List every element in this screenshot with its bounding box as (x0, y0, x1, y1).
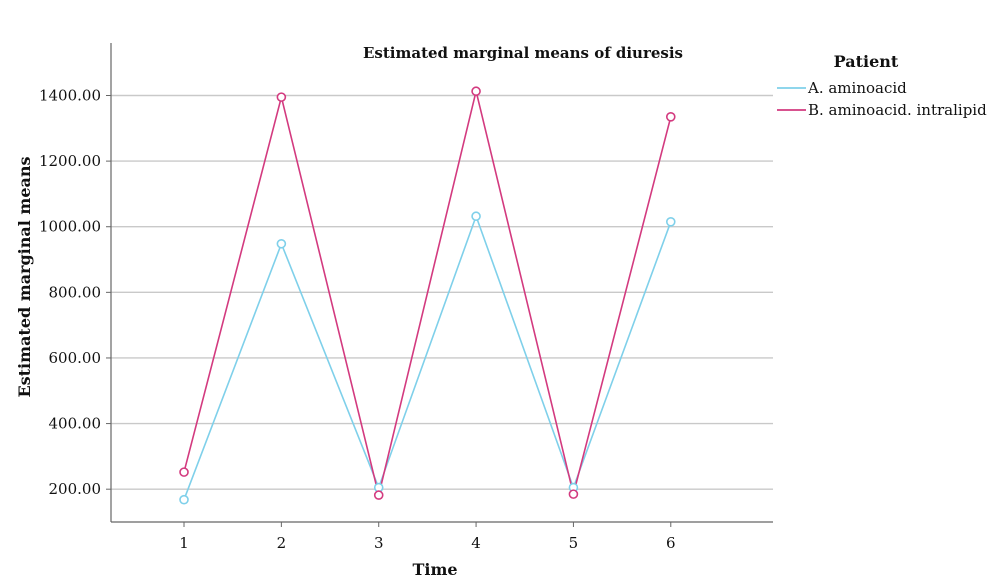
x-tick-label: 1 (179, 534, 189, 552)
y-tick-label: 1400.00 (39, 86, 101, 104)
axes (110, 43, 773, 523)
series-markers (179, 86, 676, 505)
x-tick-label: 5 (569, 534, 579, 552)
series-line-b (183, 91, 672, 496)
y-tick-label: 1200.00 (39, 152, 101, 170)
x-tick-label: 2 (277, 534, 287, 552)
x-tick-labels: 1 2 3 4 5 6 (179, 522, 676, 552)
legend-title: Patient (834, 52, 899, 71)
y-tick-label: 800.00 (49, 283, 102, 301)
legend: Patient A. aminoacid B. aminoacid. intral… (777, 52, 987, 119)
y-tick-label: 400.00 (49, 415, 102, 433)
x-axis-label: Time (412, 560, 457, 579)
data-point (276, 238, 287, 249)
y-tick-label: 1000.00 (39, 218, 101, 236)
x-tick-label: 4 (471, 534, 481, 552)
y-tick-labels: 200.00 400.00 600.00 800.00 1000.00 1200.00 14… (39, 86, 101, 498)
y-tick-label: 200.00 (49, 480, 102, 498)
data-point (179, 494, 189, 505)
data-point (471, 86, 481, 97)
data-point (471, 211, 481, 222)
series-line-a (183, 213, 672, 500)
y-axis-label: Estimated marginal means (15, 156, 34, 397)
legend-item-label: A. aminoacid (807, 79, 907, 97)
y-tick-label: 600.00 (49, 349, 102, 367)
legend-item-label: B. aminoacid. intralipid (808, 101, 987, 119)
data-point (568, 489, 579, 499)
data-point (665, 112, 676, 122)
data-point (179, 467, 189, 477)
gridlines (106, 94, 773, 490)
data-point (276, 92, 287, 102)
data-point (665, 217, 676, 227)
chart-title: Estimated marginal means of diuresis (363, 44, 683, 62)
x-tick-label: 3 (374, 534, 384, 552)
series-lines (183, 91, 672, 500)
data-point (373, 490, 384, 500)
x-tick-label: 6 (666, 534, 676, 552)
